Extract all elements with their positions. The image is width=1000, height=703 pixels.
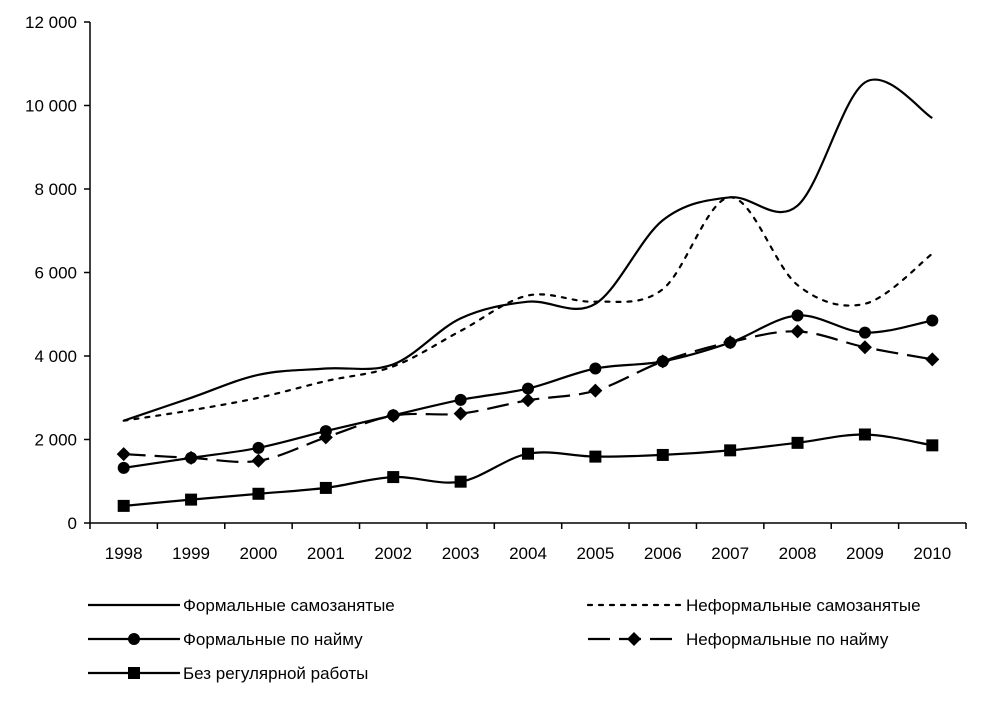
data-point-square <box>858 428 871 441</box>
data-point-circle <box>522 382 534 395</box>
data-point-square <box>387 471 400 484</box>
legend-item: Формальные по найму <box>88 630 363 649</box>
data-point-circle <box>926 314 939 327</box>
legend-item: Без регулярной работы <box>88 664 368 683</box>
data-point-diamond <box>116 447 131 462</box>
data-point-diamond <box>318 430 333 445</box>
chart-legend: Формальные самозанятые Неформальные самоз… <box>88 596 921 683</box>
data-point-diamond <box>655 354 670 369</box>
data-point-diamond <box>453 406 468 421</box>
data-point-square <box>117 499 130 512</box>
data-point-square <box>589 450 602 463</box>
x-tick-label: 2002 <box>374 544 412 563</box>
data-point-square <box>791 436 804 449</box>
series-0 <box>123 78 933 422</box>
legend-label: Формальные по найму <box>183 630 363 649</box>
y-tick-label: 8 000 <box>34 180 77 199</box>
data-point-diamond <box>386 408 401 423</box>
data-point-square <box>522 447 534 460</box>
data-point-square <box>656 448 669 461</box>
series-line <box>123 433 933 507</box>
legend-item: Неформальные самозанятые <box>586 596 921 615</box>
legend-marker <box>128 667 140 679</box>
x-tick-label: 2000 <box>240 544 278 563</box>
y-tick-label: 0 <box>68 514 77 533</box>
x-tick-label: 2008 <box>779 544 817 563</box>
series-3 <box>116 324 940 468</box>
data-point-diamond <box>521 393 535 408</box>
x-tick-label: 1999 <box>172 544 210 563</box>
x-tick-label: 2009 <box>846 544 884 563</box>
legend-marker <box>128 633 140 645</box>
data-point-circle <box>589 362 602 375</box>
data-point-square <box>319 481 332 494</box>
series-1 <box>122 196 934 422</box>
y-tick-label: 10 000 <box>25 97 77 116</box>
series-line <box>123 78 933 422</box>
x-tick-label: 2001 <box>307 544 345 563</box>
y-tick-label: 12 000 <box>25 13 77 32</box>
x-tick-label: 2006 <box>644 544 682 563</box>
x-tick-label: 2010 <box>913 544 951 563</box>
x-tick-label: 2004 <box>509 544 547 563</box>
data-point-square <box>252 487 265 500</box>
y-tick-label: 6 000 <box>34 264 77 283</box>
data-point-diamond <box>857 340 872 355</box>
legend-label: Неформальные по найму <box>686 630 889 649</box>
x-tick-label: 1998 <box>105 544 143 563</box>
data-point-diamond <box>588 383 603 398</box>
data-point-circle <box>858 326 871 339</box>
data-point-diamond <box>790 324 805 339</box>
data-point-diamond <box>925 352 940 367</box>
chart-series <box>116 78 940 512</box>
data-point-diamond <box>251 453 266 468</box>
x-tick-label: 2003 <box>442 544 480 563</box>
data-point-circle <box>791 309 804 322</box>
data-point-square <box>185 493 198 506</box>
data-point-diamond <box>723 335 738 350</box>
x-tick-label: 2005 <box>576 544 614 563</box>
y-tick-label: 4 000 <box>34 347 77 366</box>
legend-marker <box>627 632 641 646</box>
data-point-square <box>454 475 467 488</box>
series-4 <box>117 428 939 512</box>
data-point-circle <box>117 461 130 474</box>
legend-label: Формальные самозанятые <box>183 596 395 615</box>
legend-item: Формальные самозанятые <box>88 596 395 615</box>
data-point-circle <box>454 393 467 406</box>
legend-label: Неформальные самозанятые <box>686 596 921 615</box>
legend-item: Неформальные по найму <box>588 630 889 649</box>
data-point-square <box>724 444 737 457</box>
data-point-circle <box>252 441 265 454</box>
x-tick-label: 2007 <box>711 544 749 563</box>
data-point-diamond <box>184 450 199 465</box>
y-tick-label: 2 000 <box>34 431 77 450</box>
data-point-square <box>926 439 939 452</box>
chart-axes: 0 2 000 4 000 6 000 8 000 10 000 12 000 1998 199… <box>25 13 967 563</box>
legend-label: Без регулярной работы <box>183 664 368 683</box>
series-line <box>122 196 934 422</box>
